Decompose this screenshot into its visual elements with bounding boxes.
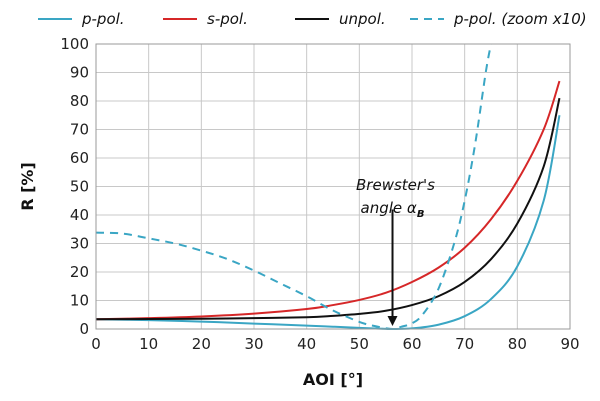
annotation-subscript: B bbox=[417, 209, 425, 220]
x-tick-label: 70 bbox=[455, 335, 474, 353]
y-tick-label: 30 bbox=[70, 235, 89, 253]
x-axis-title: AOI [°] bbox=[303, 370, 363, 389]
x-tick-label: 90 bbox=[560, 335, 579, 353]
x-tick-label: 80 bbox=[508, 335, 527, 353]
x-tick-label: 40 bbox=[297, 335, 316, 353]
x-tick-label: 10 bbox=[139, 335, 158, 353]
series-line-s-pol bbox=[95, 80, 561, 321]
x-tick-label: 50 bbox=[350, 335, 369, 353]
legend-label-unpol: unpol. bbox=[339, 10, 386, 28]
brewster-annotation: Brewster's angle αB bbox=[356, 176, 435, 326]
y-tick-labels: 0 10 20 30 40 50 60 70 80 90 100 bbox=[60, 35, 89, 338]
legend: p-pol. s-pol. unpol. p-pol. (zoom x10) bbox=[38, 10, 587, 28]
x-tick-label: 30 bbox=[244, 335, 263, 353]
x-tick-label: 0 bbox=[91, 335, 101, 353]
y-tick-label: 40 bbox=[70, 206, 89, 224]
y-tick-label: 20 bbox=[70, 263, 89, 281]
y-tick-label: 80 bbox=[70, 92, 89, 110]
annotation-line2: angle αB bbox=[361, 199, 425, 220]
x-tick-label: 20 bbox=[192, 335, 211, 353]
y-tick-label: 90 bbox=[70, 64, 89, 82]
y-tick-label: 0 bbox=[79, 320, 89, 338]
y-tick-label: 60 bbox=[70, 149, 89, 167]
y-tick-label: 100 bbox=[60, 35, 89, 53]
plot-frame bbox=[95, 43, 571, 330]
y-tick-label: 70 bbox=[70, 121, 89, 139]
annotation-line2-main: angle α bbox=[361, 199, 417, 217]
annotation-line1: Brewster's bbox=[356, 176, 435, 194]
legend-label-s-pol: s-pol. bbox=[207, 10, 248, 28]
legend-label-p-pol: p-pol. bbox=[81, 10, 125, 28]
series-line-unpol bbox=[95, 97, 561, 321]
series-line-p-pol-zoom-x10 bbox=[95, 43, 492, 331]
y-tick-label: 10 bbox=[70, 292, 89, 310]
y-tick-label: 50 bbox=[70, 178, 89, 196]
y-axis-title: R [%] bbox=[18, 162, 37, 211]
legend-label-p-pol-zoom-x10: p-pol. (zoom x10) bbox=[453, 10, 587, 28]
x-tick-label: 60 bbox=[402, 335, 421, 353]
x-tick-labels: 0 10 20 30 40 50 60 70 80 90 bbox=[91, 335, 579, 353]
